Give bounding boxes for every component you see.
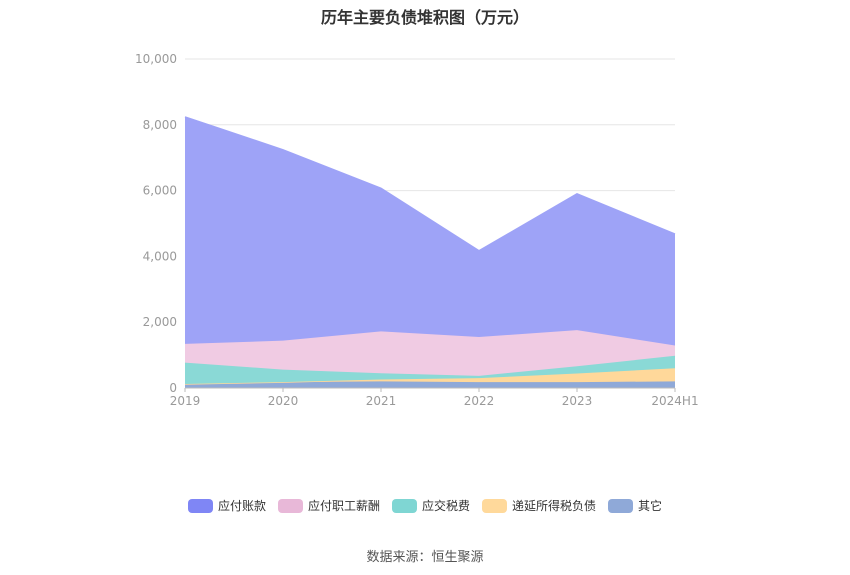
source-note: 数据来源：恒生聚源 [366, 550, 484, 565]
area-series-其它 [185, 381, 675, 388]
legend: 应付账款 应付职工薪酬 应交税费 递延所得税负债 其它 [0, 497, 850, 514]
y-tick-label: 10,000 [135, 52, 177, 66]
y-tick-label: 2,000 [143, 315, 177, 329]
y-tick-label: 4,000 [143, 249, 177, 263]
y-tick-label: 0 [169, 381, 177, 395]
area-series-递延所得税负债 [185, 368, 675, 385]
x-tick-label: 2019 [170, 394, 201, 408]
legend-item[interactable]: 应付账款 [187, 497, 266, 514]
legend-swatch [608, 498, 634, 513]
x-tick-label: 2022 [464, 394, 495, 408]
legend-swatch [391, 498, 417, 513]
legend-swatch [187, 498, 213, 513]
x-tick-label: 2024H1 [651, 394, 698, 408]
y-tick-label: 8,000 [143, 118, 177, 132]
x-tick-label: 2023 [562, 394, 593, 408]
stacked-area-chart: 0 2,000 4,000 6,000 8,000 10,000 2019 2020 2021 2… [135, 52, 699, 408]
legend-swatch [277, 498, 303, 513]
legend-item[interactable]: 递延所得税负债 [482, 497, 596, 514]
axes: 0 2,000 4,000 6,000 8,000 10,000 2019 2020 2021 2… [135, 52, 699, 408]
legend-label: 应付职工薪酬 [307, 499, 380, 513]
legend-label: 应交税费 [421, 499, 470, 513]
legend-item[interactable]: 应付职工薪酬 [277, 497, 380, 514]
area-edge-应付账款 [184, 116, 676, 252]
legend-item[interactable]: 其它 [608, 497, 662, 514]
legend-item[interactable]: 应交税费 [391, 497, 470, 514]
legend-label: 递延所得税负债 [512, 499, 597, 513]
area-series-应付职工薪酬 [185, 330, 675, 376]
area-series-应交税费 [185, 355, 675, 385]
legend-label: 其它 [638, 499, 663, 513]
chart-title: 历年主要负债堆积图（万元） [320, 8, 529, 27]
x-tick-label: 2021 [366, 394, 397, 408]
legend-label: 应付账款 [217, 499, 266, 513]
y-tick-label: 6,000 [143, 184, 177, 198]
area-series [184, 116, 676, 388]
legend-swatch [482, 498, 507, 513]
area-series-应付账款 [185, 116, 675, 346]
x-tick-label: 2020 [268, 394, 299, 408]
